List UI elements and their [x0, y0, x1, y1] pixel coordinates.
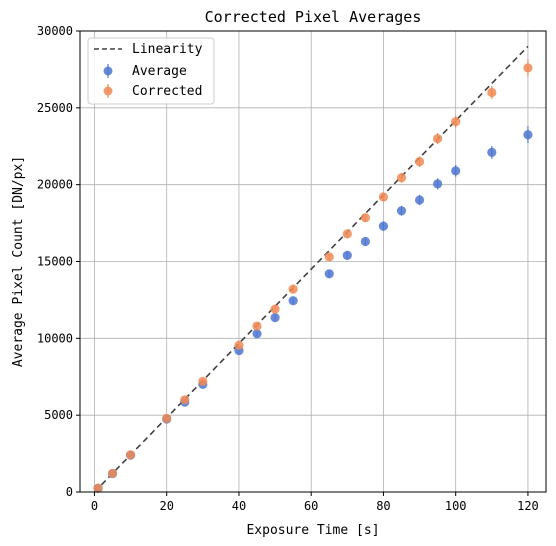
legend-average-label: Average	[132, 64, 187, 79]
data-point	[433, 133, 443, 144]
legend-average-marker	[103, 66, 113, 76]
legend-corrected-label: Corrected	[132, 84, 202, 99]
data-point	[324, 269, 334, 279]
data-point	[125, 450, 136, 460]
data-point	[360, 213, 370, 223]
data-point	[487, 147, 497, 157]
y-tick-label: 0	[66, 485, 73, 499]
legend-box	[87, 37, 215, 105]
data-point	[180, 395, 190, 405]
legend: Linearity Average Corrected	[87, 37, 215, 105]
data-point	[451, 166, 461, 176]
data-point	[252, 321, 262, 331]
data-point	[523, 63, 533, 73]
data-point	[270, 312, 280, 323]
x-tick-label: 0	[91, 499, 98, 513]
data-point	[93, 483, 103, 493]
data-point	[270, 304, 280, 314]
x-tick-label: 60	[304, 499, 318, 513]
data-point	[324, 252, 334, 262]
x-tick-label: 80	[376, 499, 390, 513]
data-point	[414, 157, 425, 167]
data-point	[433, 179, 443, 189]
data-point	[252, 329, 262, 339]
y-tick-label: 10000	[37, 331, 73, 345]
data-point	[396, 206, 407, 216]
y-tick-label: 20000	[37, 178, 73, 192]
x-axis-label: Exposure Time [s]	[246, 523, 379, 538]
data-point	[451, 117, 461, 127]
data-points	[93, 59, 533, 493]
legend-corrected-marker	[103, 86, 113, 96]
data-point	[342, 229, 352, 239]
data-point	[396, 173, 407, 183]
data-point	[107, 468, 118, 479]
data-point	[288, 296, 298, 306]
x-tick-label: 40	[232, 499, 246, 513]
x-tick-label: 20	[159, 499, 173, 513]
data-point	[342, 250, 352, 260]
data-point	[234, 340, 244, 350]
data-point	[360, 236, 370, 247]
y-tick-label: 25000	[37, 101, 73, 115]
y-tick-label: 5000	[44, 408, 73, 422]
data-point	[288, 284, 298, 294]
y-axis-label: Average Pixel Count [DN/px]	[11, 156, 26, 367]
y-tick-label: 15000	[37, 255, 73, 269]
x-tick-label: 100	[445, 499, 467, 513]
data-point	[198, 376, 208, 386]
y-tick-label: 30000	[37, 24, 73, 38]
data-point	[378, 221, 389, 231]
data-point	[487, 87, 497, 98]
data-point	[414, 195, 425, 205]
chart-title: Corrected Pixel Averages	[205, 8, 422, 26]
x-axis-ticks: 0 20 40 60 80 100 120	[91, 492, 539, 513]
data-point	[162, 413, 172, 423]
data-point	[378, 192, 389, 202]
data-point	[523, 130, 533, 140]
y-axis-ticks: 0 5000 10000 15000 20000 25000 30000	[37, 24, 80, 499]
legend-linearity-label: Linearity	[132, 42, 203, 57]
series-corrected	[93, 59, 533, 493]
x-tick-label: 120	[517, 499, 539, 513]
